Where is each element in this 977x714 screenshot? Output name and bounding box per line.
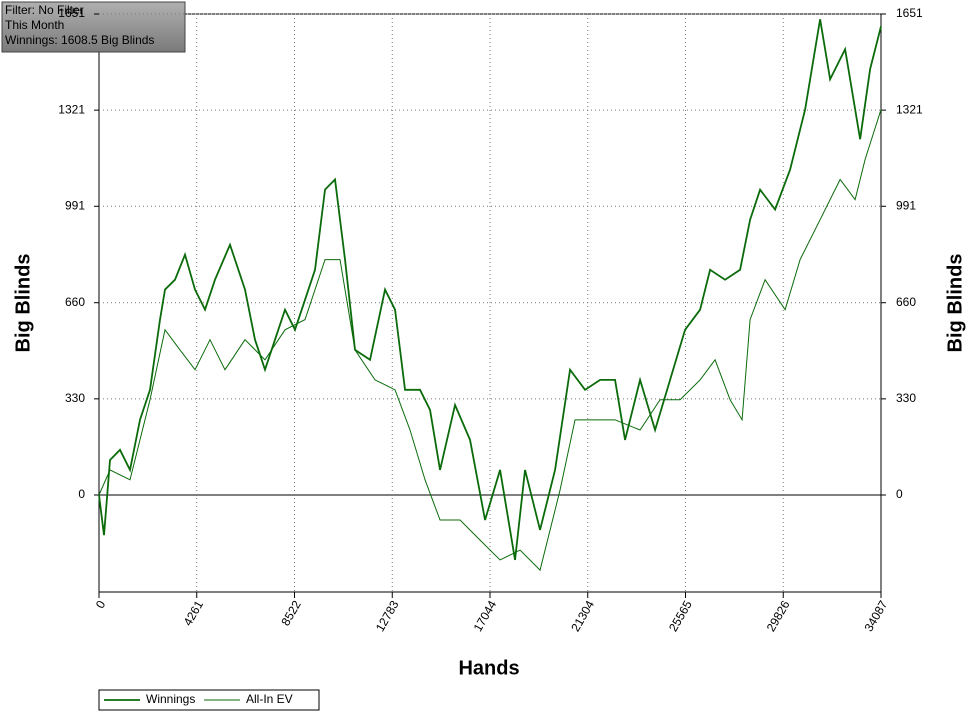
y2-tick-label: 0 bbox=[896, 487, 903, 501]
x-tick-label: 8522 bbox=[278, 598, 304, 628]
info-box-bg bbox=[1, 1, 186, 53]
x-tick-label: 21304 bbox=[568, 598, 597, 634]
info-text: Winnings: 1608.5 Big Blinds bbox=[5, 33, 154, 47]
x-tick-label: 0 bbox=[93, 598, 109, 611]
info-text: This Month bbox=[5, 18, 64, 32]
y2-axis-label: Big Blinds bbox=[944, 254, 966, 353]
x-tick-label: 25565 bbox=[666, 598, 695, 634]
y2-tick-label: 660 bbox=[896, 295, 916, 309]
y2-tick-label: 1321 bbox=[896, 102, 923, 116]
series-line bbox=[98, 109, 882, 572]
x-tick-label: 34087 bbox=[862, 598, 891, 634]
legend-label: All-In EV bbox=[246, 692, 293, 706]
y-tick-label: 1651 bbox=[58, 6, 85, 20]
y-tick-label: 1321 bbox=[58, 102, 85, 116]
y-axis-label: Big Blinds bbox=[12, 254, 34, 353]
y2-tick-label: 330 bbox=[896, 391, 916, 405]
x-tick-label: 17044 bbox=[471, 598, 500, 634]
x-tick-label: 4261 bbox=[181, 598, 207, 628]
y-tick-label: 991 bbox=[65, 198, 85, 212]
x-tick-label: 12783 bbox=[373, 598, 402, 634]
y2-tick-label: 991 bbox=[896, 198, 916, 212]
x-tick-label: 29826 bbox=[764, 598, 793, 634]
y-tick-label: 660 bbox=[65, 295, 85, 309]
x-axis-label: Hands bbox=[458, 657, 519, 679]
legend-label: Winnings bbox=[146, 692, 195, 706]
y2-tick-label: 1651 bbox=[896, 6, 923, 20]
y-tick-label: 0 bbox=[78, 487, 85, 501]
y-tick-label: 330 bbox=[65, 391, 85, 405]
info-text: Filter: No Filter bbox=[5, 3, 84, 17]
series-line bbox=[98, 19, 882, 561]
